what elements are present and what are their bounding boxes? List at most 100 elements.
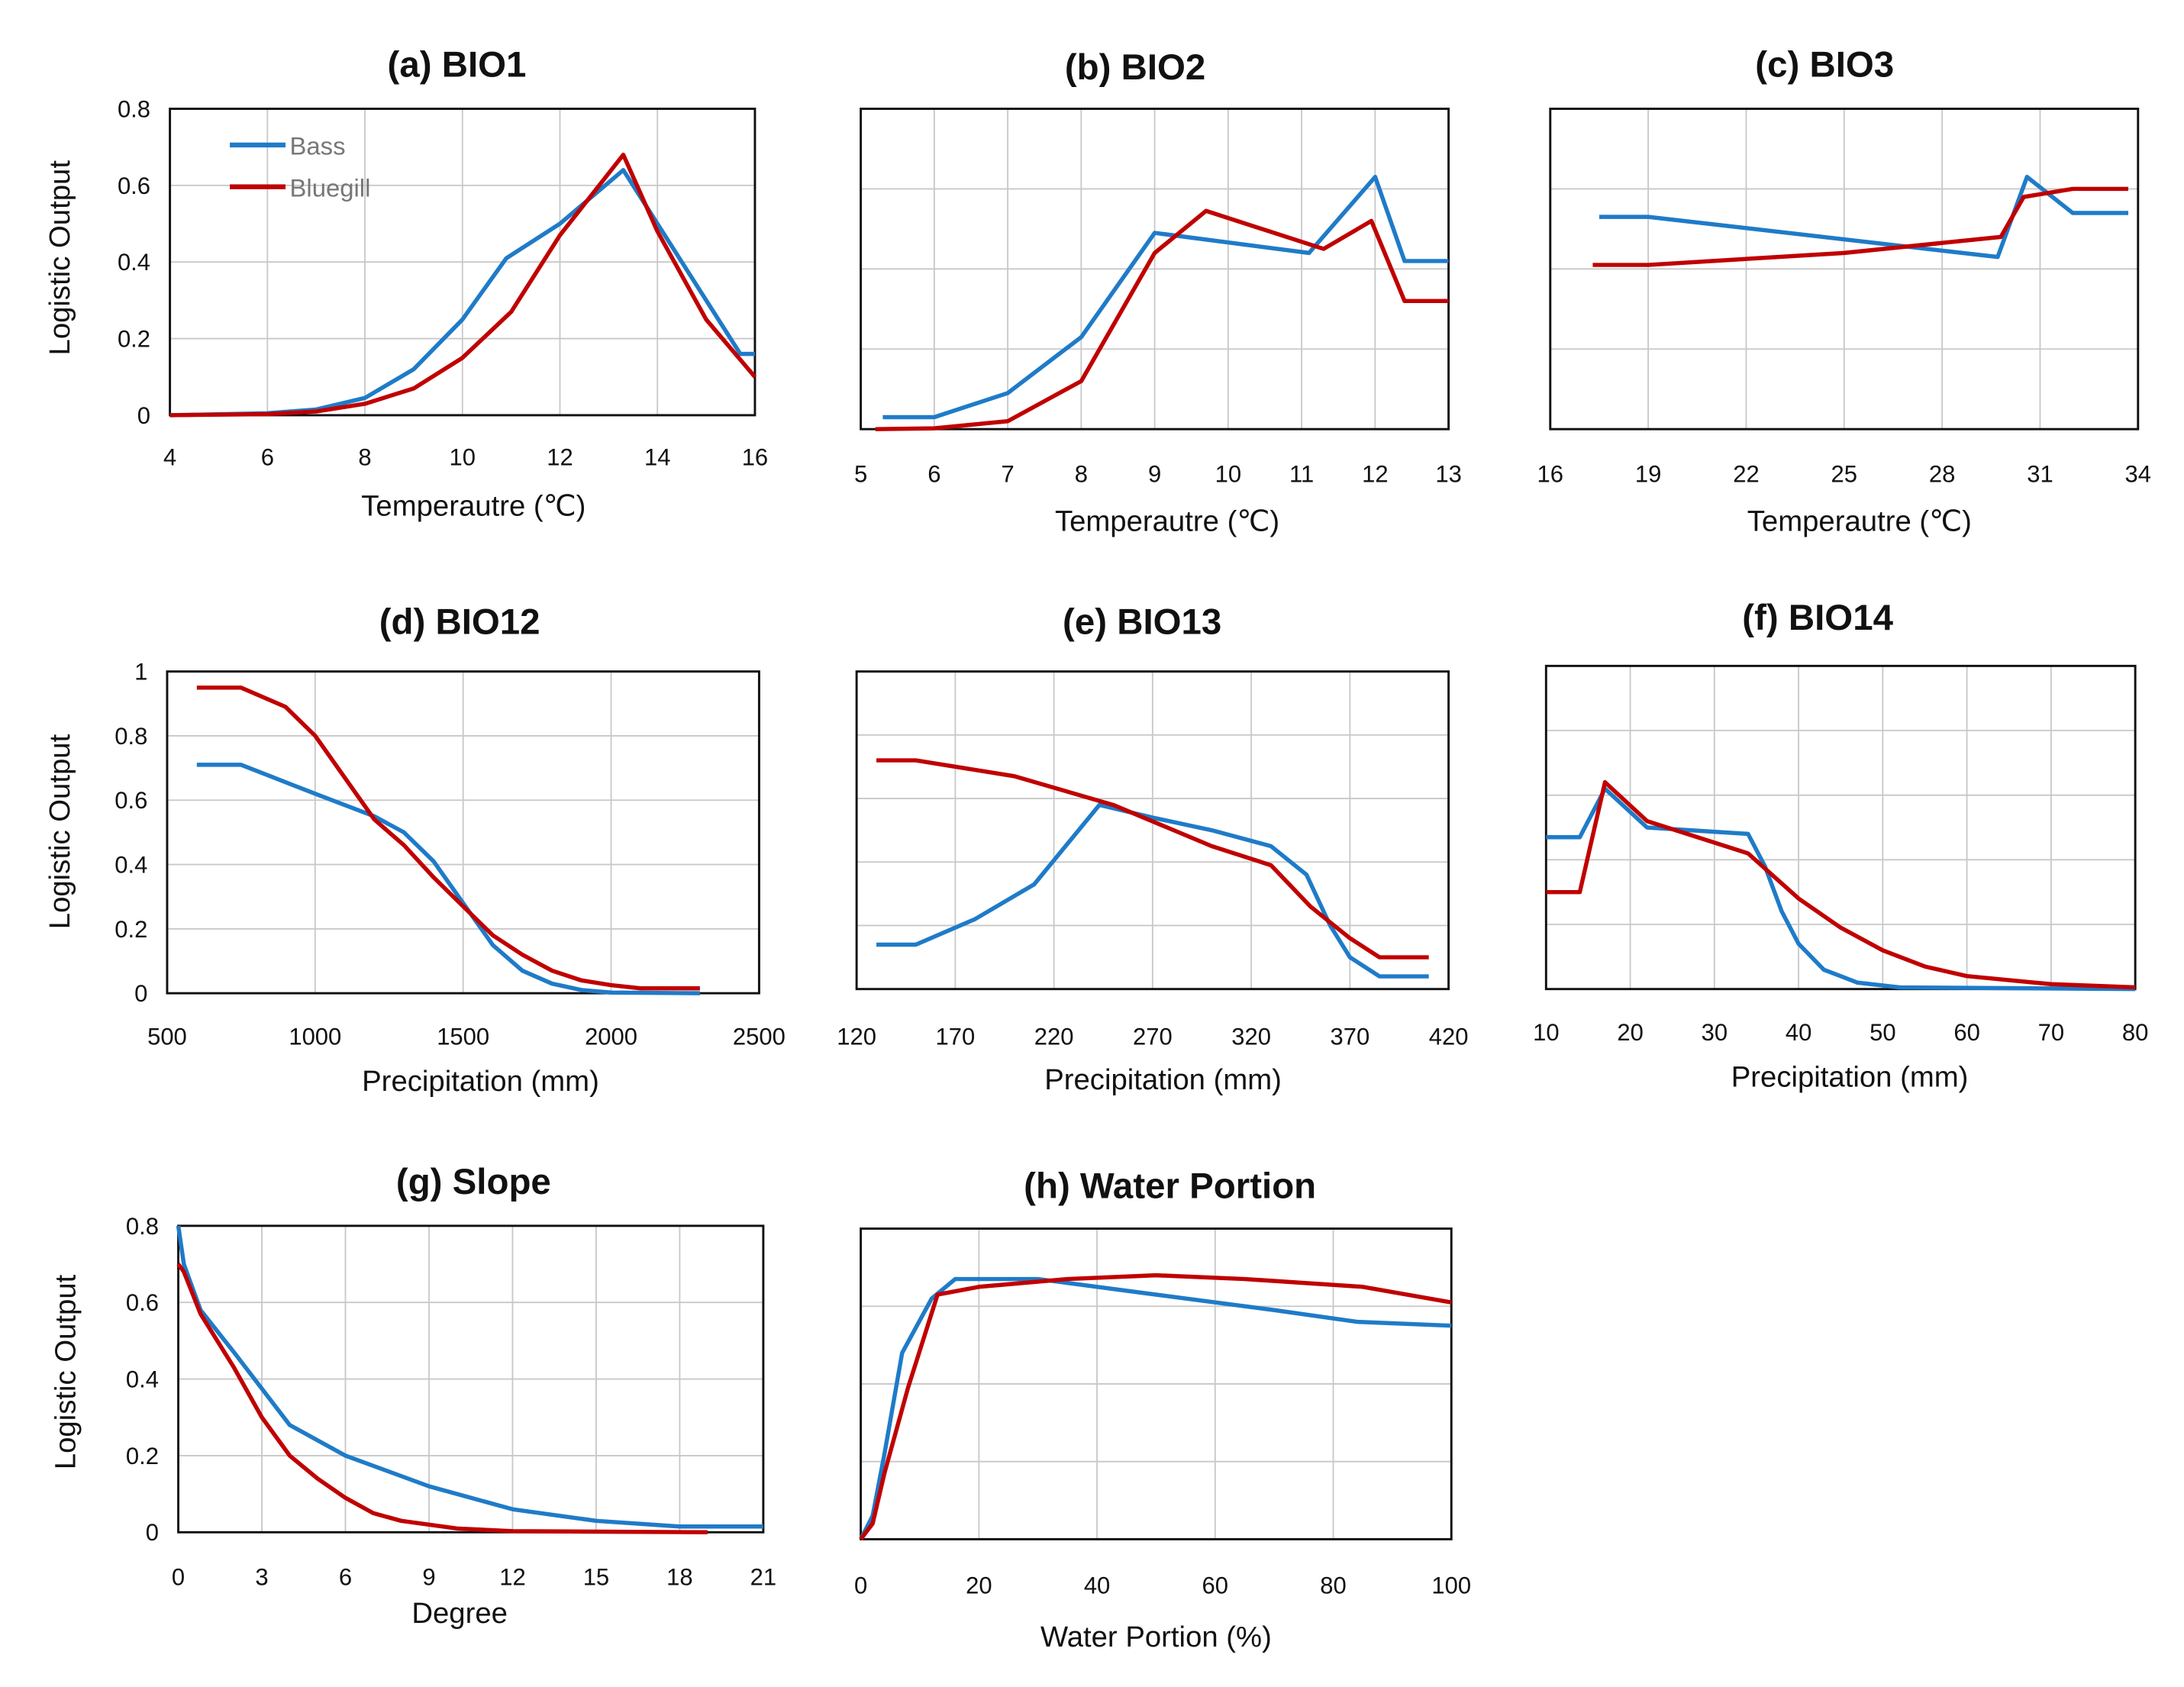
y-tick-label: 0.8 (115, 723, 147, 750)
x-tick-label: 40 (1084, 1572, 1110, 1599)
chart-panel-2: 16 19 22 25 28 31 34 (c) BIO3 Temperautre (℃) (1537, 45, 2151, 538)
plot-frame (860, 1227, 1453, 1540)
y-tick-label: 0.6 (118, 173, 150, 199)
chart-title: (d) BIO12 (379, 602, 540, 642)
chart-title: (h) Water Portion (1024, 1166, 1316, 1206)
chart-panel-3: 500 1000 1500 2000 2500 0 0.2 0.4 0.6 0.8 1 (d) BIO… (44, 602, 786, 1097)
x-tick-label: 9 (422, 1564, 435, 1591)
series-line-bluegill (876, 758, 1429, 960)
x-tick-label: 1000 (289, 1024, 341, 1050)
x-tick-label: 3 (255, 1564, 268, 1591)
x-tick-label: 80 (1320, 1572, 1346, 1599)
series-line-bass (196, 763, 700, 995)
plot-frame (177, 1224, 765, 1534)
x-tick-label: 34 (2125, 461, 2151, 488)
x-tick-label: 30 (1702, 1019, 1728, 1046)
chart-title: (e) BIO13 (1063, 602, 1221, 642)
plot-frame (860, 108, 1450, 431)
series-line-bass (882, 175, 1449, 420)
x-tick-label: 6 (927, 461, 940, 488)
x-tick-label: 19 (1635, 461, 1661, 488)
y-tick-label: 0.2 (118, 326, 150, 353)
x-tick-label: 14 (644, 444, 670, 471)
y-tick-label: 0.4 (126, 1366, 159, 1393)
y-tick-label: 0.8 (118, 95, 150, 122)
x-tick-label: 16 (1537, 461, 1563, 488)
x-tick-label: 15 (583, 1564, 609, 1591)
x-axis-label: Precipitation (mm) (362, 1065, 599, 1098)
x-tick-label: 12 (499, 1564, 525, 1591)
x-tick-label: 21 (750, 1564, 776, 1591)
x-tick-label: 370 (1330, 1024, 1369, 1050)
x-tick-label: 8 (1075, 461, 1088, 488)
x-tick-label: 31 (2027, 461, 2053, 488)
y-tick-label: 0.2 (115, 916, 147, 943)
chart-panel-6: 0 3 6 9 12 15 18 21 0 0.2 0.4 0.6 0.8 (g) Slope Degree… (50, 1162, 777, 1630)
x-tick-label: 10 (1533, 1019, 1559, 1046)
x-tick-label: 2000 (585, 1024, 637, 1050)
y-tick-label: 0.8 (126, 1213, 159, 1240)
x-tick-label: 28 (1929, 461, 1955, 488)
series-line-bluegill (1546, 779, 2136, 990)
x-tick-label: 6 (339, 1564, 352, 1591)
x-tick-label: 8 (358, 444, 371, 471)
y-tick-label: 0.2 (126, 1443, 159, 1469)
x-axis-label: Temperautre (℃) (361, 489, 586, 522)
series-line-bluegill (859, 1273, 1452, 1541)
x-tick-label: 170 (936, 1024, 976, 1050)
x-tick-label: 10 (450, 444, 476, 471)
x-tick-label: 1500 (437, 1024, 489, 1050)
x-tick-label: 6 (261, 444, 274, 471)
y-axis-label: Logistic Output (44, 734, 76, 929)
x-tick-label: 500 (147, 1024, 187, 1050)
chart-panel-0: 4 6 8 10 12 14 16 0 0.2 0.4 0.6 0.8 (a) BIO1 Temperau… (44, 45, 768, 523)
chart-panel-7: 0 20 40 60 80 100 (h) Water Portion Water Porti… (854, 1166, 1471, 1653)
x-tick-label: 9 (1148, 461, 1161, 488)
legend: Bass Bluegill (230, 132, 370, 202)
chart-title: (a) BIO1 (388, 45, 527, 85)
x-tick-label: 22 (1733, 461, 1759, 488)
plot-frame (166, 670, 760, 995)
series-line-bass (859, 1276, 1452, 1540)
x-tick-label: 2500 (733, 1024, 786, 1050)
chart-title: (c) BIO3 (1755, 45, 1894, 85)
x-tick-label: 12 (547, 444, 573, 471)
y-tick-label: 0.6 (115, 787, 147, 814)
x-tick-label: 11 (1289, 461, 1314, 488)
x-tick-label: 4 (163, 444, 176, 471)
chart-title: (g) Slope (396, 1162, 551, 1202)
plot-frame (855, 670, 1450, 991)
series-line-bass (1546, 786, 2136, 992)
x-axis-label: Water Portion (%) (1040, 1621, 1272, 1653)
x-tick-label: 12 (1362, 461, 1388, 488)
series-line-bluegill (875, 208, 1449, 431)
series-line-bluegill (169, 152, 757, 418)
x-tick-label: 70 (2038, 1019, 2064, 1046)
x-tick-label: 18 (666, 1564, 692, 1591)
chart-title: (b) BIO2 (1065, 47, 1205, 88)
x-tick-label: 120 (837, 1024, 876, 1050)
chart-panel-5: 10 20 30 40 50 60 70 80 (f) BIO14 Precipitation (… (1533, 598, 2148, 1093)
x-axis-label: Temperautre (℃) (1747, 505, 1972, 537)
x-tick-label: 25 (1831, 461, 1857, 488)
x-tick-label: 40 (1786, 1019, 1811, 1046)
y-tick-label: 0 (146, 1519, 159, 1546)
plot-frame (1544, 664, 2137, 991)
x-tick-label: 13 (1435, 461, 1461, 488)
chart-title: (f) BIO14 (1742, 598, 1893, 638)
series-line-bluegill (176, 1263, 708, 1535)
x-tick-label: 80 (2122, 1019, 2148, 1046)
y-tick-label: 0.4 (118, 249, 150, 276)
plot-frame (169, 108, 756, 417)
y-tick-label: 0 (134, 980, 147, 1007)
plot-frame (1549, 108, 2140, 431)
x-tick-label: 320 (1231, 1024, 1271, 1050)
x-axis-label: Precipitation (mm) (1044, 1063, 1282, 1096)
x-tick-label: 270 (1133, 1024, 1173, 1050)
y-axis-label: Logistic Output (44, 160, 76, 356)
x-tick-label: 100 (1431, 1572, 1471, 1599)
y-tick-label: 0.4 (115, 851, 147, 878)
x-tick-label: 0 (172, 1564, 185, 1591)
x-tick-label: 60 (1202, 1572, 1228, 1599)
